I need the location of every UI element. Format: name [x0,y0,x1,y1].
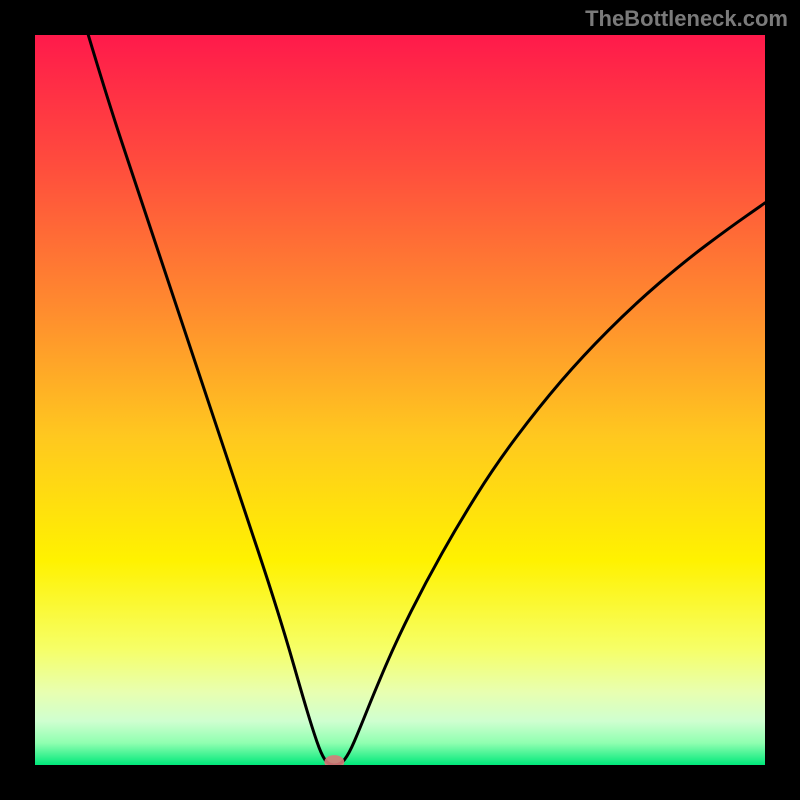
plot-svg [35,35,765,765]
gradient-rect [35,35,765,765]
plot-area [35,35,765,765]
chart-canvas: TheBottleneck.com [0,0,800,800]
watermark-text: TheBottleneck.com [585,6,788,32]
